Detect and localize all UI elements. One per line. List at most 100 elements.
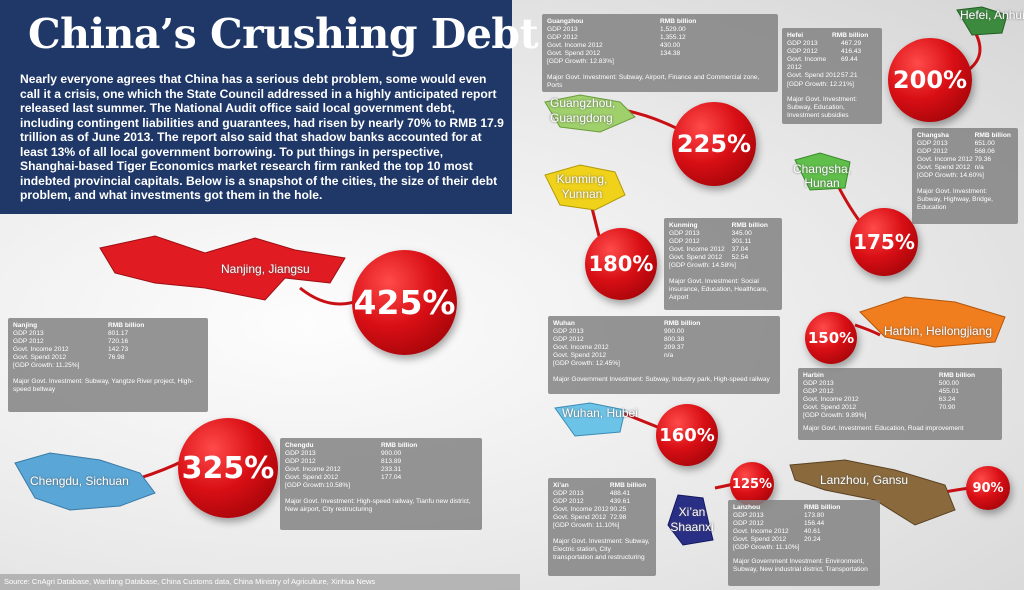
intro-text: Nearly everyone agrees that China has a … bbox=[20, 72, 504, 202]
unit-label: RMB billion bbox=[664, 320, 701, 327]
bubble-guangzhou: 225% bbox=[672, 102, 756, 186]
label-xian: Xi’an Shaanxi bbox=[668, 505, 716, 535]
info-guangzhou: Guangzhou RMB billion GDP 2013 1,529.00 GD… bbox=[542, 14, 778, 92]
row-value: 651.00 bbox=[974, 140, 995, 148]
row-gdp2012: GDP 2012 455.01 bbox=[803, 388, 997, 396]
investment-note: Major Govt. Investment: Education, Road … bbox=[803, 424, 964, 432]
row-value: 1,529.00 bbox=[660, 26, 686, 34]
row-income: Govt. Income 2012 430.00 bbox=[547, 42, 773, 50]
investment-note: Major Govt. Investment: Social insurance… bbox=[669, 277, 768, 301]
row-gdp2012: GDP 2012 301.11 bbox=[669, 238, 777, 246]
row-income: Govt. Income 2012 40.61 bbox=[733, 528, 875, 536]
city-name: Hefei bbox=[787, 32, 804, 39]
row-spend: Govt. Spend 2012 70.90 bbox=[803, 404, 997, 412]
unit-label: RMB billion bbox=[381, 442, 418, 449]
row-income: Govt. Income 2012 37.04 bbox=[669, 246, 777, 254]
row-spend: Govt. Spend 2012 134.38 bbox=[547, 50, 773, 58]
info-kunming-header: Kunming RMB billion bbox=[669, 222, 777, 230]
row-label: GDP 2013 bbox=[553, 490, 584, 498]
row-label: Govt. Spend 2012 bbox=[733, 536, 787, 544]
hunan-map-shape bbox=[794, 152, 851, 191]
row-gdp2013: GDP 2013 651.00 bbox=[917, 140, 1013, 148]
row-spend: Govt. Spend 2012 n/a bbox=[917, 164, 1013, 172]
row-label: Govt. Spend 2012 bbox=[553, 352, 607, 360]
row-label: GDP 2013 bbox=[13, 330, 44, 338]
unit-label: RMB billion bbox=[108, 322, 145, 329]
row-gdp2013: GDP 2013 801.17 bbox=[13, 330, 203, 338]
row-gdp2013: GDP 2013 345.00 bbox=[669, 230, 777, 238]
row-gdp2013: GDP 2013 173.80 bbox=[733, 512, 875, 520]
row-value: 416.43 bbox=[841, 48, 862, 56]
info-hefei-header: Hefei RMB billion bbox=[787, 32, 877, 40]
row-value: 37.04 bbox=[731, 246, 749, 254]
label-changsha: Changsha, Hunan bbox=[792, 162, 852, 190]
bubble-lanzhou: 90% bbox=[966, 466, 1010, 510]
info-guangzhou-header: Guangzhou RMB billion bbox=[547, 18, 773, 26]
row-value: 800.38 bbox=[664, 336, 685, 344]
row-value: 76.98 bbox=[108, 354, 125, 362]
row-value: 900.00 bbox=[664, 328, 685, 336]
row-value: 455.01 bbox=[938, 388, 959, 396]
row-spend: Govt. Spend 2012 72.98 bbox=[553, 514, 651, 522]
city-name: Guangzhou bbox=[547, 18, 584, 25]
investment-note: Major Govt. Investment: Subway, Highway,… bbox=[917, 187, 993, 211]
row-label: GDP 2012 bbox=[917, 148, 948, 156]
city-name: Chengdu bbox=[285, 442, 314, 449]
row-gdp2013: GDP 2013 900.00 bbox=[553, 328, 775, 336]
row-spend: Govt. Spend 2012 n/a bbox=[553, 352, 775, 360]
info-harbin: Harbin RMB billion GDP 2013 500.00 GDP 201… bbox=[798, 368, 1002, 440]
row-value: 900.00 bbox=[381, 450, 402, 458]
row-label: Govt. Income 2012 bbox=[285, 466, 341, 474]
row-income: Govt. Income 2012 63.24 bbox=[803, 396, 997, 404]
row-label: Govt. Spend 2012 bbox=[803, 404, 857, 412]
row-spend: Govt. Spend 2012 52.54 bbox=[669, 254, 777, 262]
row-income: Govt. Income 2012 209.37 bbox=[553, 344, 775, 352]
row-value: 813.89 bbox=[381, 458, 402, 466]
row-label: GDP 2013 bbox=[669, 230, 700, 238]
label-guangzhou-text: Guangzhou, Guangdong bbox=[550, 96, 616, 125]
row-value: n/a bbox=[974, 164, 984, 172]
label-lanzhou: Lanzhou, Gansu bbox=[820, 473, 909, 487]
row-value: n/a bbox=[664, 352, 674, 360]
bubble-wuhan: 160% bbox=[656, 404, 718, 466]
info-hefei: Hefei RMB billion GDP 2013 467.29 GDP 2012… bbox=[782, 28, 882, 124]
row-gdp2013: GDP 2013 900.00 bbox=[285, 450, 477, 458]
row-value: 467.29 bbox=[841, 40, 862, 48]
investment-note: Major Government Investment: Subway, Ind… bbox=[553, 375, 770, 383]
info-wuhan: Wuhan RMB billion GDP 2013 900.00 GDP 2012… bbox=[548, 316, 780, 394]
row-gdp2012: GDP 2012 416.43 bbox=[787, 48, 877, 56]
row-label: Govt. Spend 2012 bbox=[285, 474, 339, 482]
row-label: GDP 2012 bbox=[733, 520, 764, 528]
row-label: GDP 2013 bbox=[803, 380, 834, 388]
row-label: GDP 2013 bbox=[787, 40, 818, 48]
row-label: GDP 2012 bbox=[669, 238, 700, 246]
row-label: GDP 2012 bbox=[285, 458, 316, 466]
info-changsha-header: Changsha RMB billion bbox=[917, 132, 1013, 140]
row-gdp2012: GDP 2012 720.16 bbox=[13, 338, 203, 346]
row-value: 439.61 bbox=[609, 498, 630, 506]
info-kunming: Kunming RMB billion GDP 2013 345.00 GDP 20… bbox=[664, 218, 782, 310]
gdp-growth: [GDP Growth: 11.10%] bbox=[733, 544, 800, 552]
row-label: GDP 2012 bbox=[553, 336, 584, 344]
row-income: Govt. Income 2012 90.25 bbox=[553, 506, 651, 514]
gdp-growth: [GDP Growth: 12.45%] bbox=[553, 360, 620, 368]
row-gdp2012: GDP 2012 156.44 bbox=[733, 520, 875, 528]
gdp-growth: [GDP Growth: 11.25%] bbox=[13, 362, 80, 370]
row-gdp2012: GDP 2012 1,355.12 bbox=[547, 34, 773, 42]
row-value: 173.80 bbox=[804, 512, 825, 520]
gdp-growth: [GDP Growth: 14.60%] bbox=[917, 172, 984, 180]
info-wuhan-header: Wuhan RMB billion bbox=[553, 320, 775, 328]
row-value: 801.17 bbox=[108, 330, 129, 338]
header-panel: China’s Crushing Debt Nearly everyone ag… bbox=[0, 0, 539, 214]
unit-label: RMB billion bbox=[974, 132, 1011, 139]
row-gdp2013: GDP 2013 500.00 bbox=[803, 380, 997, 388]
row-spend: Govt. Spend 2012 76.98 bbox=[13, 354, 203, 362]
row-spend: Govt. Spend 2012 177.04 bbox=[285, 474, 477, 482]
row-label: Govt. Income 2012 bbox=[553, 506, 609, 514]
city-name: Harbin bbox=[803, 372, 824, 379]
row-value: 142.73 bbox=[108, 346, 129, 354]
row-income: Govt. Income 2012 69.44 bbox=[787, 56, 877, 72]
investment-note: Major Govt. Investment: Subway, Airport,… bbox=[547, 73, 760, 89]
hubei-map-shape bbox=[554, 402, 626, 437]
row-value: 488.41 bbox=[609, 490, 630, 498]
